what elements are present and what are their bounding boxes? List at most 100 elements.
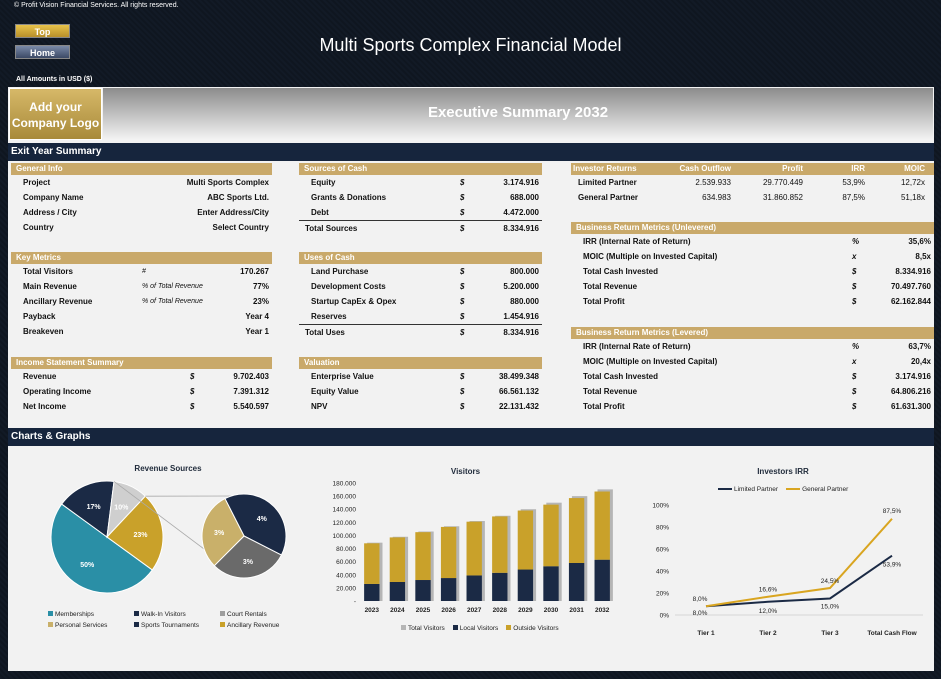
legend-label: Memberships [55, 611, 95, 618]
row-label: Enterprise Value [311, 372, 374, 381]
x-tick-label: 2031 [569, 607, 584, 614]
row-note: % of Total Revenue [142, 283, 203, 290]
row-value: Multi Sports Complex [186, 178, 269, 187]
row-unit: $ [460, 193, 465, 202]
investors-irr-title: Investors IRR [757, 467, 809, 476]
row-unit: % [852, 237, 860, 246]
sub-pie-slice-label: 3% [243, 559, 254, 566]
legend-swatch [48, 622, 53, 627]
row-unit: $ [460, 387, 465, 396]
revenue-sources-title: Revenue Sources [134, 464, 202, 473]
row-unit: $ [460, 282, 465, 291]
bar-local [594, 559, 610, 601]
legend-swatch [134, 622, 139, 627]
row-unit: $ [852, 282, 857, 291]
data-label: 53,9% [883, 562, 902, 569]
legend-item: General Partner [786, 486, 848, 493]
levered-metrics-table: Business Return Metrics (Levered) IRR (I… [571, 327, 934, 414]
legend-label: Walk-In Visitors [141, 611, 186, 618]
bar-local [440, 578, 457, 601]
sub-pie-slice [213, 535, 283, 579]
row-label: Equity [311, 178, 336, 187]
y-tick-label: 100.000 [333, 533, 357, 540]
row-value: 23% [252, 297, 269, 306]
y-tick-label: - [354, 599, 356, 606]
investors-irr-legend: Limited Partner General Partner [718, 486, 848, 493]
home-button[interactable]: Home [15, 45, 70, 59]
row-value: Year 4 [245, 312, 269, 321]
total-row: Total Uses $8.334.916 [299, 324, 542, 339]
page-title: Multi Sports Complex Financial Model [319, 35, 622, 55]
data-label: 87,5% [883, 508, 902, 515]
row-label: IRR (Internal Rate of Return) [583, 237, 691, 246]
bar-outside [364, 543, 380, 584]
row-value: 5.540.597 [233, 402, 269, 411]
visitors-chart: Visitors - 20.000 40.000 60.000 80.000 100.00… [313, 459, 618, 639]
visitors-bar-svg: - 20.000 40.000 60.000 80.000 100.000 120.000 1… [333, 481, 613, 614]
bar-outside [594, 491, 610, 560]
row-value: 3.174.916 [503, 178, 539, 187]
investor-returns-table: Investor Returns Cash Outflow Profit IRR MOI… [571, 163, 934, 205]
row-unit: $ [460, 178, 465, 187]
row-unit: x [852, 357, 857, 366]
table-row: Project Multi Sports Complex [11, 175, 272, 190]
row-value: 20,4x [910, 357, 931, 366]
table-row: Equity $3.174.916 [299, 175, 542, 190]
y-tick-label: 40% [656, 569, 669, 576]
row-value: 63,7% [908, 342, 931, 351]
table-row: Company Name ABC Sports Ltd. [11, 190, 272, 205]
top-button[interactable]: Top [15, 24, 70, 38]
bar-outside [440, 526, 457, 579]
row-label: Net Income [23, 402, 67, 411]
row-unit: x [852, 252, 857, 261]
row-unit: $ [852, 297, 857, 306]
bar-local [389, 581, 406, 601]
row-label: Grants & Donations [311, 193, 387, 202]
pie-slice [106, 495, 164, 571]
y-tick-label: 160.000 [333, 494, 357, 501]
legend-label: Ancillary Revenue [227, 622, 280, 629]
row-label: Address / City [23, 208, 77, 217]
row-label: Total Sources [305, 224, 358, 233]
table-row: Debt $4.472.000 [299, 205, 542, 220]
row-label: Revenue [23, 372, 57, 381]
row-unit: $ [460, 224, 465, 233]
total-row: Total Sources $8.334.916 [299, 220, 542, 235]
investor-row: General Partner 634.983 31.860.852 87,5% 51,… [571, 190, 934, 205]
levered-metrics-header: Business Return Metrics (Levered) [571, 327, 934, 339]
pie-slice [60, 480, 115, 538]
legend-label: General Partner [802, 486, 849, 493]
table-row: Enterprise Value $38.499.348 [299, 369, 542, 384]
row-value: 8.334.916 [895, 267, 931, 276]
company-logo-placeholder[interactable]: Add your Company Logo [9, 88, 102, 140]
row-unit: $ [460, 372, 465, 381]
legend-item: Personal Services [48, 622, 126, 629]
data-label: 12,0% [759, 608, 778, 615]
table-cell: 2.539.933 [695, 178, 731, 187]
row-label: Total Profit [583, 402, 625, 411]
row-unit: $ [190, 387, 195, 396]
row-value: 8,5x [915, 252, 931, 261]
pie-slice-label: 23% [133, 532, 148, 539]
bar-outside [492, 516, 508, 573]
y-tick-label: 80.000 [336, 546, 356, 553]
table-row: Land Purchase $800.000 [299, 264, 542, 279]
x-tick-label: Total Cash Flow [867, 630, 917, 637]
row-note: % of Total Revenue [142, 298, 203, 305]
legend-swatch [786, 488, 801, 491]
y-tick-label: 140.000 [333, 507, 357, 514]
table-cell: 87,5% [842, 193, 865, 202]
legend-swatch [401, 625, 406, 630]
table-cell: 53,9% [842, 178, 865, 187]
row-label: Country [23, 223, 54, 232]
logo-line-2: Company Logo [11, 116, 100, 130]
bar-outside [466, 521, 482, 576]
x-tick-label: 2026 [441, 607, 456, 614]
row-unit: $ [460, 402, 465, 411]
row-label: Total Visitors [23, 267, 73, 276]
column-header: Investor Returns [573, 164, 637, 173]
legend-label: Local Visitors [459, 625, 499, 632]
table-row: MOIC (Multiple on Invested Capital) x 20,4… [571, 354, 934, 369]
row-value: 61.631.300 [890, 402, 931, 411]
revenue-sources-pie-svg: 50% 17% 10% 23% 4% 3% 3% [50, 480, 287, 594]
